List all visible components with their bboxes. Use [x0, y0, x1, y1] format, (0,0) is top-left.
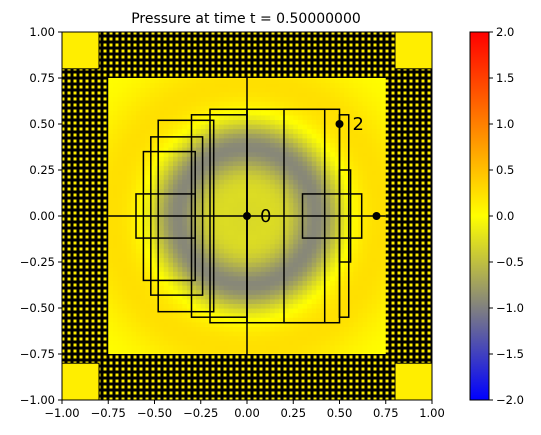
- x-tick-label: 0.25: [280, 406, 306, 420]
- y-tick-label: 0.25: [29, 163, 55, 177]
- colorbar-gradient: [469, 31, 490, 401]
- colorbar-tick-label: −1.0: [496, 301, 524, 315]
- x-tick-label: −1.00: [44, 406, 79, 420]
- colorbar: −2.0 −1.5 −1.0 −0.5 0.0 0.5 1.0 1.5 2.0: [469, 25, 524, 407]
- plot-area: 02: [62, 32, 432, 400]
- x-tick-label: −0.50: [137, 406, 172, 420]
- mesh-corner: [62, 32, 100, 70]
- marker-point: [372, 212, 381, 220]
- marker-point: [243, 212, 251, 220]
- mesh-corner: [62, 362, 100, 400]
- mesh-band: [62, 68, 109, 364]
- colorbar-tick-label: −2.0: [496, 393, 524, 407]
- x-axis: −1.00 −0.75 −0.50 −0.25 0.00 0.25 0.50 0.75 1.00: [44, 400, 445, 420]
- x-tick-label: 1.00: [419, 406, 445, 420]
- mesh-corner: [394, 32, 432, 70]
- y-tick-label: −0.75: [20, 347, 55, 361]
- y-axis: −1.00 −0.75 −0.50 −0.25 0.00 0.25 0.50 0.75 1.00: [20, 25, 62, 407]
- mesh-border: [62, 32, 432, 400]
- x-tick-label: −0.75: [91, 406, 126, 420]
- mesh-band: [99, 32, 395, 78]
- x-tick-label: 0.50: [327, 406, 353, 420]
- y-tick-label: −0.25: [20, 255, 55, 269]
- marker-label: 0: [260, 206, 271, 227]
- markers: 02: [243, 114, 381, 227]
- y-tick-label: 0.00: [29, 209, 55, 223]
- x-tick-label: −0.25: [183, 406, 218, 420]
- marker-label: 2: [353, 114, 364, 135]
- mesh-band: [99, 354, 395, 400]
- colorbar-tick-label: −1.5: [496, 347, 524, 361]
- mesh-band: [385, 68, 432, 364]
- colorbar-tick-label: 0.5: [496, 163, 514, 177]
- y-tick-label: 1.00: [29, 25, 55, 39]
- colorbar-tick-label: 2.0: [496, 25, 514, 39]
- colorbar-tick-label: 1.0: [496, 117, 514, 131]
- colorbar-ticks: −2.0 −1.5 −1.0 −0.5 0.0 0.5 1.0 1.5 2.0: [489, 25, 524, 407]
- colorbar-tick-label: 0.0: [496, 209, 514, 223]
- y-tick-label: 0.50: [29, 117, 55, 131]
- y-tick-label: 0.75: [29, 71, 55, 85]
- x-tick-label: 0.75: [373, 406, 399, 420]
- chart-title: Pressure at time t = 0.50000000: [131, 11, 361, 27]
- y-tick-label: −1.00: [20, 393, 55, 407]
- colorbar-tick-label: −0.5: [496, 255, 524, 269]
- colorbar-tick-label: 1.5: [496, 71, 514, 85]
- y-tick-label: −0.50: [20, 301, 55, 315]
- x-tick-label: 0.00: [234, 406, 260, 420]
- marker-point: [335, 120, 344, 128]
- mesh-corner: [394, 362, 432, 400]
